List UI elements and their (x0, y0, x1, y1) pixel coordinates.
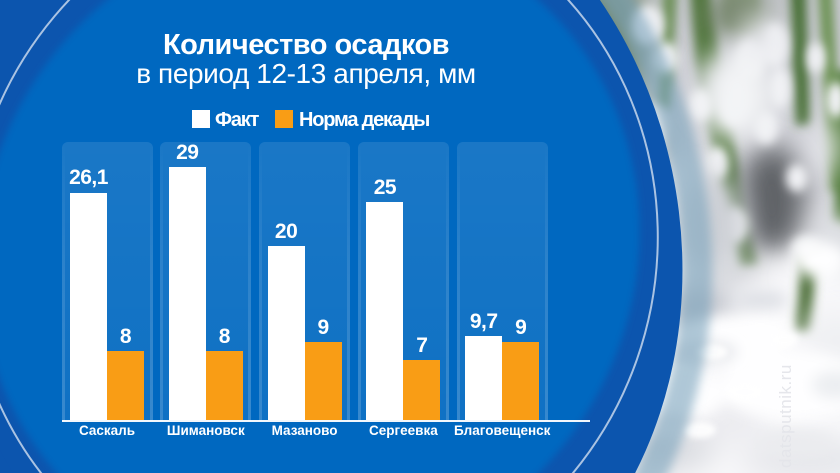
svg-text:datsputnik.ru: datsputnik.ru (776, 364, 795, 468)
